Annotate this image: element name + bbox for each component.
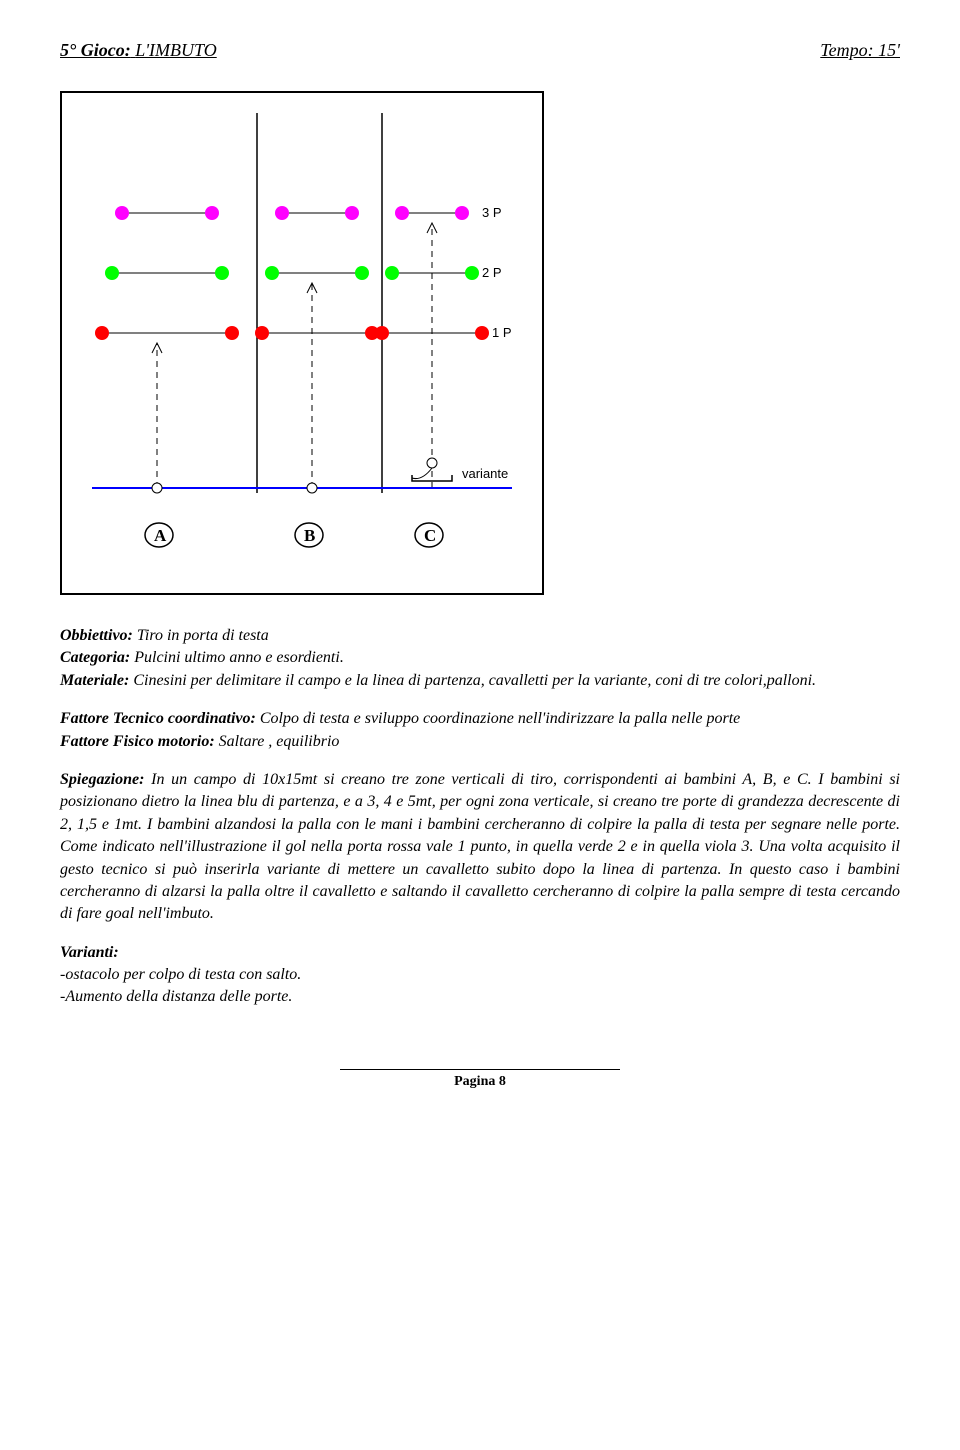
svg-text:variante: variante — [462, 466, 508, 481]
fattore-fisico-label: Fattore Fisico motorio: — [60, 733, 215, 750]
svg-text:A: A — [154, 526, 167, 545]
page-header: 5° Gioco: L'IMBUTO Tempo: 15' — [60, 40, 900, 61]
materiale-text: Cinesini per delimitare il campo e la li… — [133, 672, 816, 689]
field-diagram: 3 P 2 P 1 P variante A B C — [60, 91, 544, 595]
svg-text:B: B — [304, 526, 315, 545]
gioco-name: L'IMBUTO — [135, 40, 217, 60]
spiegazione-label: Spiegazione: — [60, 771, 144, 788]
page-footer: Pagina 8 — [340, 1069, 620, 1090]
fattori-block: Fattore Tecnico coordinativo: Colpo di t… — [60, 708, 900, 753]
obbiettivo-line: Obbiettivo: Tiro in porta di testa Categ… — [60, 625, 900, 692]
varianti-1: -ostacolo per colpo di testa con salto. — [60, 966, 301, 983]
obbiettivo-text: Tiro in porta di testa — [137, 627, 269, 644]
tempo-label: Tempo: 15' — [820, 40, 900, 61]
categoria-label: Categoria: — [60, 649, 130, 666]
spiegazione-text: In un campo di 10x15mt si creano tre zon… — [60, 771, 900, 922]
diagram-svg: 3 P 2 P 1 P variante A B C — [62, 93, 542, 593]
categoria-text: Pulcini ultimo anno e esordienti. — [134, 649, 344, 666]
fattore-tecnico-text: Colpo di testa e sviluppo coordinazione … — [260, 710, 740, 727]
varianti-label: Varianti: — [60, 944, 119, 961]
svg-text:1 P: 1 P — [492, 325, 512, 340]
fattore-fisico-text: Saltare , equilibrio — [219, 733, 340, 750]
fattore-tecnico-label: Fattore Tecnico coordinativo: — [60, 710, 256, 727]
spiegazione-block: Spiegazione: In un campo di 10x15mt si c… — [60, 769, 900, 926]
svg-text:C: C — [424, 526, 436, 545]
svg-text:3 P: 3 P — [482, 205, 502, 220]
gioco-label: 5° Gioco: — [60, 40, 131, 60]
obbiettivo-label: Obbiettivo: — [60, 627, 133, 644]
svg-text:2 P: 2 P — [482, 265, 502, 280]
varianti-block: Varianti: -ostacolo per colpo di testa c… — [60, 942, 900, 1009]
materiale-label: Materiale: — [60, 672, 129, 689]
page-number: Pagina 8 — [454, 1074, 506, 1089]
varianti-2: -Aumento della distanza delle porte. — [60, 988, 292, 1005]
